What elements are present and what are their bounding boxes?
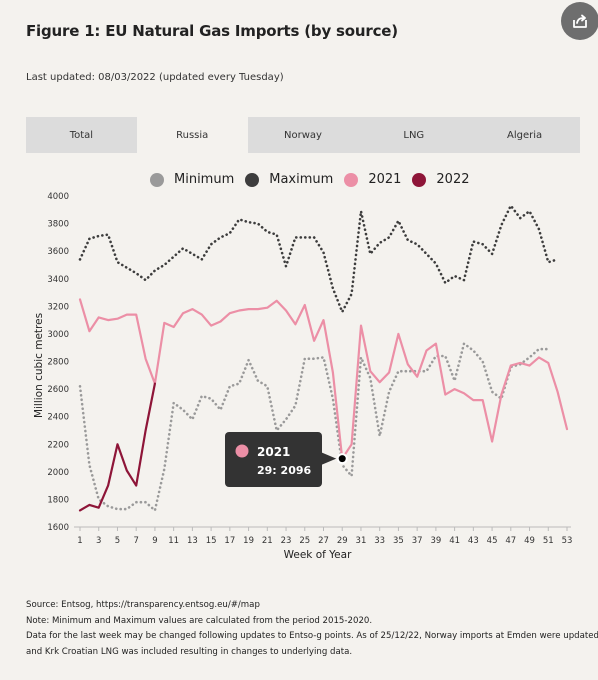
x-tick-label: 41 — [449, 536, 460, 546]
share-button[interactable] — [561, 2, 598, 40]
x-tick-label: 49 — [524, 536, 535, 546]
legend-swatch-2022 — [412, 172, 427, 187]
min-max-note: Note: Minimum and Maximum values are cal… — [26, 615, 373, 626]
x-tick-label: 23 — [281, 536, 292, 546]
x-tick-label: 47 — [505, 536, 516, 546]
tooltip-swatch — [235, 444, 249, 458]
tooltip-box — [225, 432, 322, 487]
chart-legend: Minimum Maximum 2021 2022 — [150, 172, 481, 187]
series-line-2022 — [78, 382, 156, 512]
share-icon — [573, 14, 587, 28]
legend-swatch-maximum — [245, 172, 260, 187]
x-tick-label: 21 — [262, 536, 273, 546]
x-tick-label: 43 — [468, 536, 479, 546]
x-tick-label: 3 — [96, 536, 101, 546]
x-tick-label: 9 — [152, 536, 157, 546]
x-tick-label: 13 — [187, 536, 198, 546]
x-tick-label: 35 — [393, 536, 404, 546]
x-tick-label: 25 — [299, 536, 310, 546]
x-tick-label: 45 — [487, 536, 498, 546]
y-tick-label: 3800 — [47, 220, 69, 230]
legend-label-minimum: Minimum — [174, 172, 235, 187]
chart-axes: 1600180020002200240026002800300032003400… — [33, 192, 572, 561]
y-tick-label: 3600 — [47, 247, 69, 257]
y-tick-label: 2000 — [47, 468, 69, 478]
x-tick-label: 53 — [562, 536, 573, 546]
y-tick-label: 3200 — [47, 302, 69, 312]
tab-russia[interactable]: Russia — [136, 117, 248, 153]
tooltip-series-label: 2021 — [257, 445, 290, 459]
x-tick-label: 17 — [224, 536, 235, 546]
legend-item-2022[interactable]: 2022 — [412, 172, 470, 187]
x-tick-label: 1 — [77, 536, 82, 546]
y-tick-label: 3000 — [47, 330, 69, 340]
legend-swatch-minimum — [150, 172, 164, 187]
y-tick-label: 1800 — [47, 495, 69, 505]
x-tick-label: 11 — [168, 536, 179, 546]
tab-lng[interactable]: LNG — [403, 129, 425, 141]
y-tick-label: 2800 — [47, 358, 69, 368]
series-line-2021 — [78, 298, 569, 460]
legend-label-maximum: Maximum — [269, 172, 334, 187]
y-tick-label: 2200 — [47, 440, 69, 450]
y-tick-label: 2400 — [47, 413, 69, 423]
chart-footer: Source: Entsog, https://transparency.ent… — [26, 598, 598, 660]
x-tick-label: 7 — [133, 536, 138, 546]
tooltip-arrow — [322, 452, 337, 465]
legend-item-minimum[interactable]: Minimum — [150, 172, 234, 187]
chart-series — [78, 204, 569, 512]
last-updated-text: Last updated: 08/03/2022 (updated every … — [26, 72, 284, 83]
source-note: Source: Entsog, https://transparency.ent… — [26, 600, 260, 610]
y-tick-label: 1600 — [47, 523, 69, 533]
x-tick-label: 37 — [412, 536, 423, 546]
x-axis-title: Week of Year — [284, 549, 352, 561]
data-note-line-2: and Krk Croatian LNG was included result… — [26, 646, 353, 657]
y-tick-label: 4000 — [47, 192, 69, 202]
x-tick-label: 51 — [543, 536, 554, 546]
tab-norway[interactable]: Norway — [284, 129, 322, 141]
legend-label-2022: 2022 — [436, 172, 470, 187]
y-tick-label: 2600 — [47, 385, 69, 395]
x-tick-label: 29 — [337, 536, 348, 546]
series-line-minimum — [78, 342, 550, 512]
x-tick-label: 27 — [318, 536, 329, 546]
chart-tooltip: 2021 29: 2096 — [225, 432, 348, 487]
x-tick-label: 31 — [356, 536, 367, 546]
legend-item-2021[interactable]: 2021 — [344, 172, 401, 187]
tooltip-marker — [338, 455, 346, 463]
series-line-maximum — [78, 204, 559, 314]
x-tick-label: 33 — [374, 536, 385, 546]
tab-total[interactable]: Total — [69, 129, 94, 141]
chart-title: Figure 1: EU Natural Gas Imports (by sou… — [26, 22, 398, 40]
legend-label-2021: 2021 — [368, 172, 402, 187]
x-tick-label: 5 — [115, 536, 120, 546]
x-tick-label: 39 — [430, 536, 441, 546]
y-tick-label: 3400 — [47, 275, 69, 285]
data-note-line-1: Data for the last week may be changed fo… — [26, 631, 598, 641]
tab-algeria[interactable]: Algeria — [507, 129, 543, 141]
legend-swatch-2021 — [344, 172, 359, 187]
y-axis-title: Million cubic metres — [33, 313, 45, 418]
x-tick-label: 19 — [243, 536, 254, 546]
x-tick-label: 15 — [206, 536, 217, 546]
legend-item-maximum[interactable]: Maximum — [245, 172, 333, 187]
source-tabs: Total Russia Norway LNG Algeria — [26, 117, 580, 153]
tooltip-value: 29: 2096 — [257, 464, 311, 477]
